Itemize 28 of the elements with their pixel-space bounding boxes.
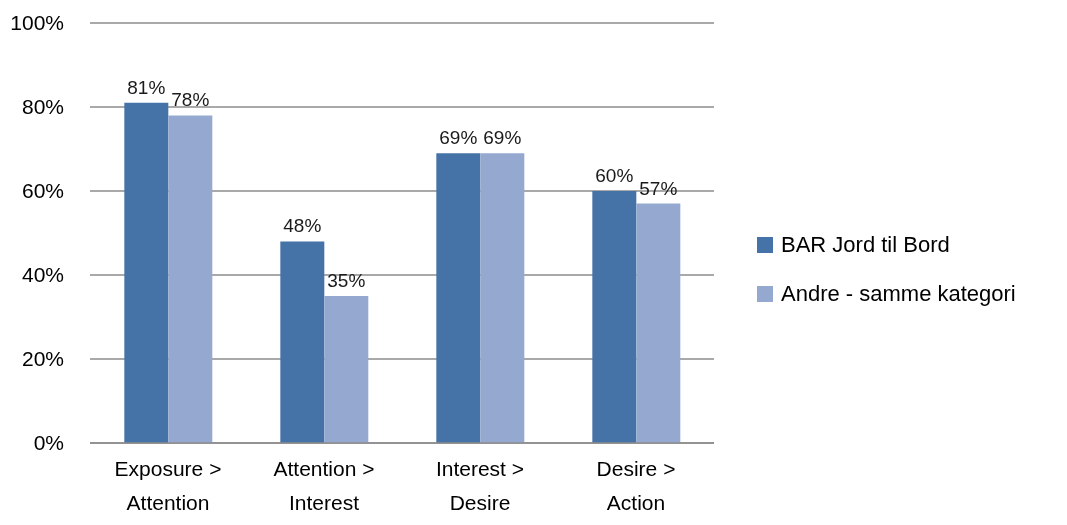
bar — [280, 241, 325, 443]
data-label: 60% — [595, 165, 634, 186]
bar — [124, 102, 169, 443]
data-label: 78% — [171, 89, 210, 111]
bar — [168, 115, 213, 443]
bar — [480, 153, 525, 443]
y-tick-label: 40% — [21, 263, 64, 287]
x-tick-label: Desire > Action — [596, 457, 676, 514]
x-tick-label: Exposure > Attention — [114, 457, 222, 514]
data-label: 69% — [483, 127, 522, 149]
data-label: 81% — [127, 76, 166, 98]
bar — [592, 191, 637, 443]
data-label: 48% — [283, 215, 322, 237]
data-label: 69% — [439, 127, 478, 149]
bar — [636, 203, 681, 443]
bar — [436, 153, 481, 443]
y-tick-label: 80% — [21, 95, 64, 119]
bar — [324, 296, 369, 443]
y-tick-label: 20% — [21, 347, 64, 371]
y-tick-label: 100% — [10, 11, 64, 35]
data-label: 57% — [639, 177, 678, 199]
legend-label: BAR Jord til Bord — [781, 231, 950, 258]
legend-label: Andre - samme kategori — [781, 280, 1016, 307]
data-label: 35% — [327, 270, 366, 291]
y-tick-label: 60% — [21, 179, 64, 203]
x-tick-label: Attention > Interest — [273, 457, 375, 514]
y-tick-label: 0% — [33, 431, 64, 455]
x-tick-label: Interest > Desire — [435, 457, 525, 514]
